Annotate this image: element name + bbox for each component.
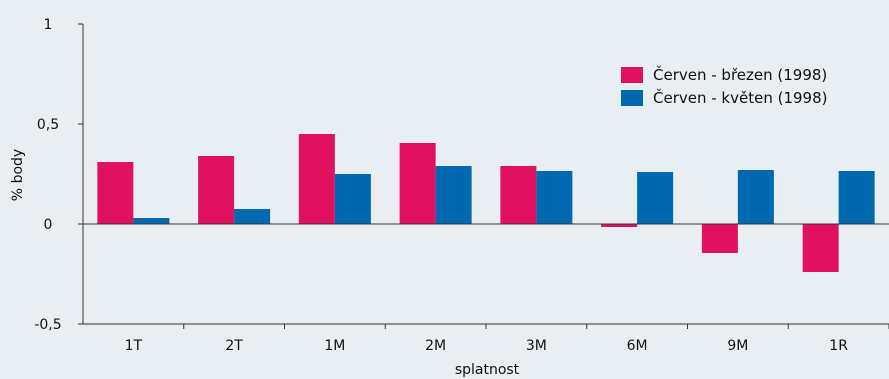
bar-series-2-1M [334,174,371,224]
y-tick-label: 1 [44,17,53,33]
y-tick-label: 0,5 [37,117,59,133]
legend: Červen - březen (1998) Červen - květen (… [621,65,828,107]
x-axis-title: splatnost [455,362,520,378]
bar-series-2-3M [536,171,573,224]
bar-series-1-3M [500,166,537,224]
y-axis-title: % body [10,149,26,201]
bar-series-2-6M [637,172,674,224]
x-tick-label: 3M [526,338,547,354]
legend-swatch-series-2 [621,90,643,106]
bars [97,134,875,272]
bar-series-1-6M [601,224,638,227]
y-ticks: 1 0,5 0 -0,5 [34,17,83,333]
bar-series-1-1R [802,224,839,272]
x-tick-label: 1M [324,338,345,354]
bar-series-1-1M [298,134,335,224]
x-tick-label: 6M [627,338,648,354]
bar-series-1-1T [97,162,134,224]
x-ticks: 1T 2T 1M 2M 3M 6M 9M 1R [125,324,889,354]
x-tick-label: 2T [225,338,243,354]
bar-series-2-2T [234,209,271,224]
x-tick-label: 1R [829,338,848,354]
bar-series-2-1T [133,218,170,224]
legend-label-series-2: Červen - květen (1998) [653,88,828,107]
y-tick-label: -0,5 [34,317,61,333]
legend-label-series-1: Červen - březen (1998) [653,65,827,84]
bar-series-2-9M [737,170,774,224]
bar-series-1-9M [701,224,738,253]
x-tick-label: 2M [425,338,446,354]
bar-series-1-2M [399,143,436,224]
bar-series-2-2M [435,166,472,224]
x-tick-label: 1T [125,338,143,354]
bar-series-1-2T [198,156,235,224]
bar-series-2-1R [838,171,875,224]
x-tick-label: 9M [727,338,748,354]
legend-swatch-series-1 [621,67,643,83]
y-tick-label: 0 [44,217,53,233]
